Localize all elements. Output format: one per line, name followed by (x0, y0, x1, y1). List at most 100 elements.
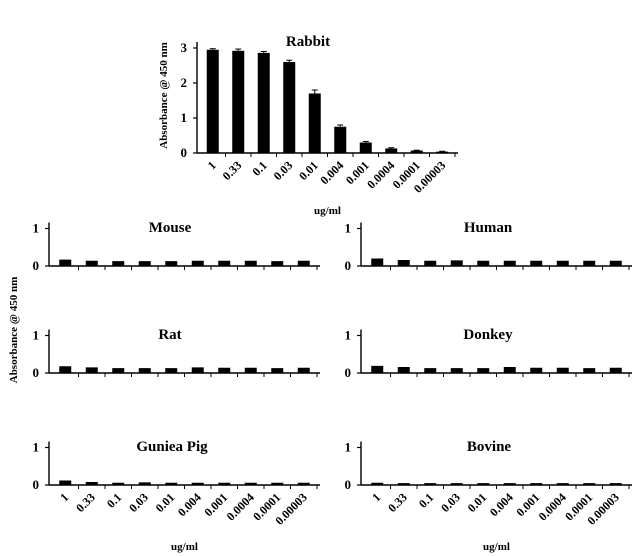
bar (424, 260, 437, 266)
x-tick-label: 1 (369, 490, 383, 504)
x-tick-label: 0.01 (296, 158, 321, 183)
y-tick-label: 1 (33, 221, 40, 236)
bar (424, 368, 437, 373)
bar (308, 93, 321, 153)
bar (271, 368, 284, 373)
bar (271, 482, 284, 485)
y-tick-label: 0 (33, 365, 40, 380)
bar (165, 482, 178, 485)
bar (112, 482, 125, 485)
bar (334, 126, 347, 153)
bar (530, 483, 543, 485)
bar (165, 368, 178, 373)
x-tick-label: 0.004 (487, 490, 516, 519)
bar (583, 483, 596, 485)
bar (297, 260, 310, 266)
bar (450, 260, 463, 266)
bar (450, 483, 463, 485)
bar (85, 260, 98, 266)
chart-title: Human (464, 220, 513, 236)
bar (609, 367, 622, 373)
bar (424, 483, 437, 485)
bar (397, 260, 410, 266)
bar (218, 367, 231, 373)
y-tick-label: 1 (33, 440, 40, 455)
bar (85, 482, 98, 485)
chart-title: Rat (158, 327, 181, 343)
bar (583, 260, 596, 266)
bar (477, 368, 490, 373)
x-tick-label: 0.004 (317, 158, 346, 187)
x-tick-label: 1 (205, 158, 219, 172)
bar (191, 482, 204, 485)
chart-title: Guniea Pig (136, 439, 208, 455)
y-tick-label: 3 (181, 40, 188, 55)
y-tick-label: 0 (33, 258, 40, 273)
bar (583, 368, 596, 373)
bar (85, 367, 98, 373)
y-tick-label: 0 (345, 258, 352, 273)
bar (138, 261, 151, 266)
bar (138, 368, 151, 373)
x-tick-label: 0.33 (73, 490, 98, 515)
bar (609, 483, 622, 485)
y-tick-label: 1 (181, 110, 188, 125)
chart-title: Mouse (149, 220, 192, 236)
x-tick-label: 0.0004 (224, 490, 257, 523)
bar (503, 260, 516, 266)
y-tick-label: 1 (345, 221, 352, 236)
y-tick-label: 2 (181, 75, 188, 90)
bar (371, 482, 384, 485)
bar (297, 367, 310, 373)
bar (410, 150, 423, 153)
y-tick-label: 0 (345, 365, 352, 380)
bar (397, 367, 410, 373)
x-tick-label: 0.1 (249, 158, 270, 179)
y-axis-label: Absorbance @ 450 nm (158, 42, 170, 149)
x-tick-label: 1 (57, 490, 71, 504)
chart-title: Bovine (467, 439, 512, 455)
bar (556, 260, 569, 266)
x-tick-label: 0.0004 (536, 490, 569, 523)
bar (477, 260, 490, 266)
bar (477, 483, 490, 485)
bar (385, 148, 398, 153)
x-tick-label: 0.1 (104, 490, 125, 511)
bar (283, 62, 296, 153)
bar (297, 482, 310, 485)
x-tick-label: 0.0004 (364, 158, 397, 191)
bar (530, 367, 543, 373)
chart-title: Donkey (463, 327, 513, 343)
bar (450, 368, 463, 373)
chart-panel-mouse: Mouse 0 1 (33, 220, 320, 273)
bar (112, 368, 125, 373)
bar (530, 260, 543, 266)
chart-panel-donkey: Donkey 0 1 (345, 327, 632, 380)
bar (218, 482, 231, 485)
y-tick-label: 0 (345, 477, 352, 492)
bar (503, 367, 516, 373)
shared-y-axis-label: Absorbance @ 450 nm (8, 277, 20, 384)
bar (232, 50, 245, 153)
x-tick-label: 0.33 (385, 490, 410, 515)
bar (165, 261, 178, 266)
bar (244, 482, 257, 485)
bar (556, 483, 569, 485)
bar (503, 483, 516, 485)
y-tick-label: 0 (181, 145, 188, 160)
bar (191, 260, 204, 266)
bar (371, 365, 384, 373)
bar (206, 49, 219, 153)
bar (244, 260, 257, 266)
x-tick-label: 0.03 (271, 158, 296, 183)
x-axis-label: ug/ml (314, 205, 341, 217)
x-tick-label: 0.03 (126, 490, 151, 515)
bar (59, 259, 72, 266)
x-tick-label: 0.03 (438, 490, 463, 515)
y-tick-label: 0 (33, 477, 40, 492)
chart-panel-rat: Rat 0 1 (33, 327, 320, 380)
